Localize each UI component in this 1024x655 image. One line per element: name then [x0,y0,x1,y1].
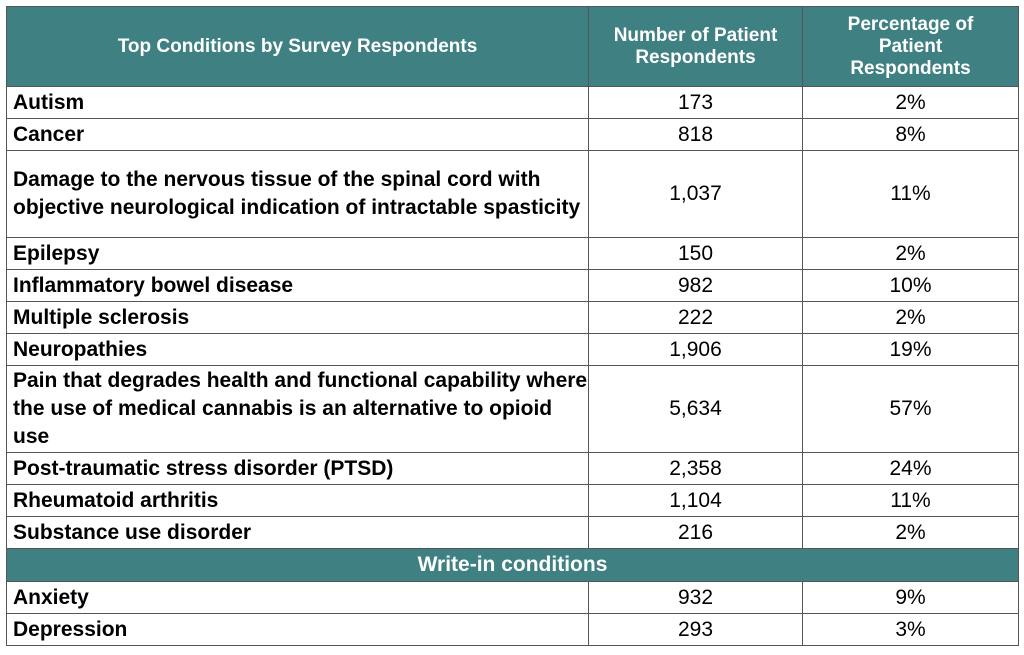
header-number: Number of Patient Respondents [588,6,803,87]
header-row: Top Conditions by Survey Respondents Num… [6,6,1019,87]
cell-condition: Substance use disorder [6,516,589,549]
cell-percentage: 2% [802,237,1019,270]
table-row: Neuropathies 1,906 19% [6,333,1019,366]
cell-number: 1,037 [588,150,803,238]
cell-percentage: 9% [802,581,1019,614]
cell-percentage: 2% [802,301,1019,334]
cell-number: 173 [588,86,803,119]
cell-condition: Multiple sclerosis [6,301,589,334]
conditions-table: Top Conditions by Survey Respondents Num… [6,6,1019,646]
cell-percentage: 8% [802,118,1019,151]
header-percentage: Percentage of Patient Respondents [802,6,1019,87]
cell-number: 1,104 [588,484,803,517]
cell-number: 5,634 [588,365,803,453]
cell-condition: Post-traumatic stress disorder (PTSD) [6,452,589,485]
cell-percentage: 11% [802,150,1019,238]
cell-condition: Pain that degrades health and functional… [6,365,589,453]
table-row: Epilepsy 150 2% [6,237,1019,270]
cell-percentage: 10% [802,269,1019,302]
header-condition: Top Conditions by Survey Respondents [6,6,589,87]
table-row: Autism 173 2% [6,86,1019,119]
cell-percentage: 19% [802,333,1019,366]
cell-percentage: 3% [802,613,1019,646]
cell-number: 293 [588,613,803,646]
table-row: Post-traumatic stress disorder (PTSD) 2,3… [6,452,1019,485]
cell-condition: Cancer [6,118,589,151]
cell-number: 1,906 [588,333,803,366]
cell-condition: Inflammatory bowel disease [6,269,589,302]
table-row: Inflammatory bowel disease 982 10% [6,269,1019,302]
table-row: Pain that degrades health and functional… [6,365,1019,453]
cell-number: 216 [588,516,803,549]
table-row: Anxiety 932 9% [6,581,1019,614]
cell-number: 818 [588,118,803,151]
cell-percentage: 2% [802,516,1019,549]
table-row: Cancer 818 8% [6,118,1019,151]
cell-percentage: 11% [802,484,1019,517]
cell-number: 2,358 [588,452,803,485]
cell-condition: Rheumatoid arthritis [6,484,589,517]
cell-percentage: 2% [802,86,1019,119]
write-in-title: Write-in conditions [6,548,1019,582]
cell-condition: Damage to the nervous tissue of the spin… [6,150,589,238]
cell-number: 222 [588,301,803,334]
cell-percentage: 57% [802,365,1019,453]
table-row: Damage to the nervous tissue of the spin… [6,150,1019,238]
cell-number: 150 [588,237,803,270]
cell-condition: Neuropathies [6,333,589,366]
cell-condition: Depression [6,613,589,646]
table-row: Depression 293 3% [6,613,1019,646]
cell-percentage: 24% [802,452,1019,485]
table-row: Multiple sclerosis 222 2% [6,301,1019,334]
cell-number: 982 [588,269,803,302]
table-row: Substance use disorder 216 2% [6,516,1019,549]
table-row: Rheumatoid arthritis 1,104 11% [6,484,1019,517]
cell-condition: Epilepsy [6,237,589,270]
cell-condition: Anxiety [6,581,589,614]
cell-number: 932 [588,581,803,614]
cell-condition: Autism [6,86,589,119]
section-row: Write-in conditions [6,548,1019,582]
